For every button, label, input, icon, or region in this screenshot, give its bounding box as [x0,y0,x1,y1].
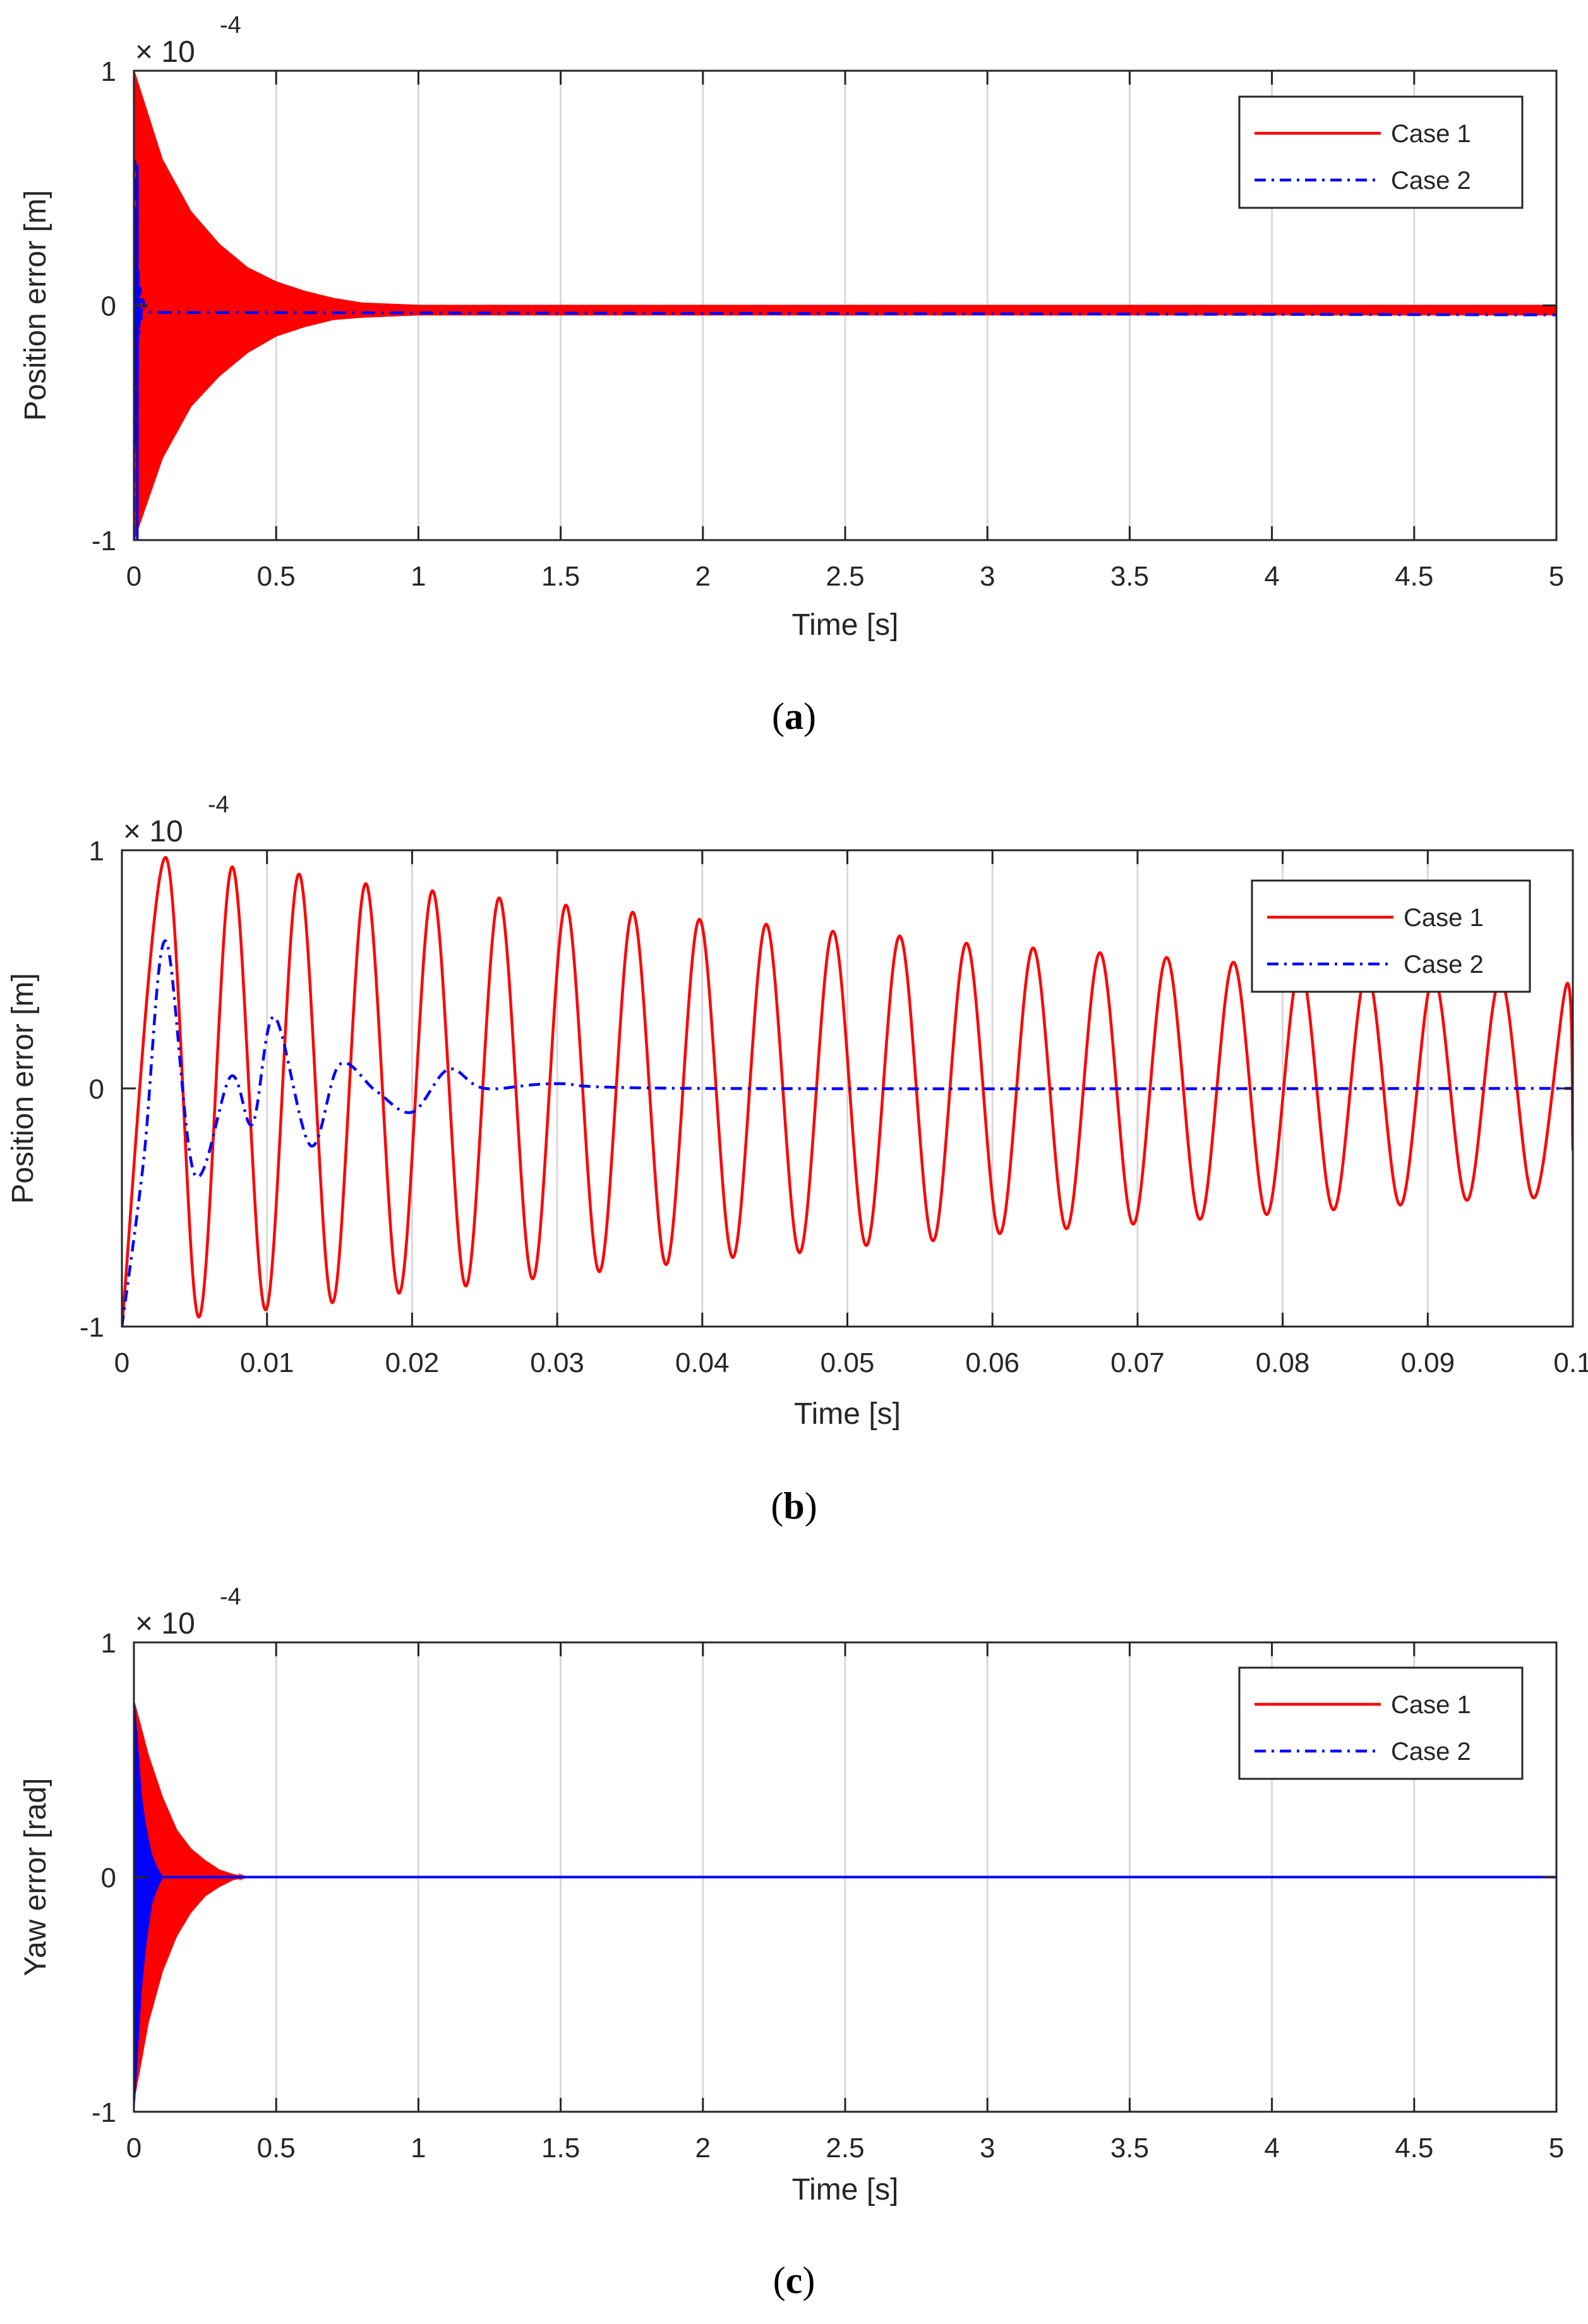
x-tick-label: 2 [695,561,711,592]
x-tick-label: 0.09 [1400,1347,1455,1378]
chart-b: 0 0.01 0.02 0.03 0.04 0.05 0.06 0.07 0.08 0.09 0.1… [6,792,1588,1431]
x-tick-label: 4 [1264,2133,1279,2164]
series-group [122,856,1573,1327]
y-exponent-label: × 10 [123,815,183,848]
x-tick-label: 2.5 [826,561,864,592]
chart-panel-a: 0 0.5 1 1.5 2 2.5 3 3.5 4 4.5 5 -1 0 1 Time [s] Positio… [0,0,1588,774]
x-tick-label: 5 [1549,2133,1564,2164]
y-tick-label: 0 [101,291,116,322]
chart-c: 0 0.5 1 1.5 2 2.5 3 3.5 4 4.5 5 -1 0 1 Time [s] Yaw err… [19,1584,1564,2207]
y-exponent-power: -4 [220,12,241,39]
legend: Case 1 Case 2 [1251,879,1531,993]
chart-panel-c: 0 0.5 1 1.5 2 2.5 3 3.5 4 4.5 5 -1 0 1 Time [s] Yaw err… [0,1565,1588,2324]
x-tick-label: 0.06 [965,1347,1020,1378]
x-tick-label: 0.5 [257,561,296,592]
x-tick-label: 1 [411,2133,426,2164]
series-case-2-line [122,939,1573,1327]
y-tick-label: 0 [101,1863,116,1894]
x-tick-label: 3.5 [1110,561,1149,592]
legend-box [1238,1666,1524,1780]
caption-c: (c) [773,2260,815,2301]
x-tick-label: 0 [114,1347,129,1378]
y-axis-label: Position error [m] [6,973,40,1203]
x-tick-label: 0.03 [530,1347,584,1378]
x-tick-label: 0.04 [675,1347,730,1378]
series-group [134,71,1556,540]
y-axis-label: Yaw error [rad] [19,1778,52,1977]
x-tick-label: 3 [980,2133,995,2164]
y-exponent-power: -4 [208,792,229,818]
x-tick-label: 3 [980,561,995,592]
x-tick-label: 3.5 [1110,2133,1149,2164]
y-tick-label: 0 [89,1074,104,1105]
x-tick-label: 4.5 [1395,2133,1433,2164]
y-exponent-label: × 10 [135,1607,195,1641]
x-tick-label: 1.5 [541,561,580,592]
series-case-2-line [134,160,1556,540]
y-tick-label: 1 [101,1628,116,1659]
legend-label-case-1: Case 1 [1391,1691,1471,1719]
x-tick-label: 0 [126,561,141,592]
x-tick-label: 0.1 [1553,1347,1588,1378]
x-tick-label: 4.5 [1395,561,1433,592]
legend: Case 1 Case 2 [1238,1666,1524,1780]
y-tick-label: -1 [92,526,116,557]
series-case-1-line [122,856,1573,1327]
legend: Case 1 Case 2 [1238,95,1524,209]
x-tick-label: 0.07 [1110,1347,1165,1378]
legend-label-case-1: Case 1 [1391,120,1471,148]
x-tick-label: 0.02 [385,1347,440,1378]
x-tick-label: 0.01 [240,1347,294,1378]
x-axis-label: Time [s] [792,608,899,642]
x-tick-label: 0.5 [257,2133,296,2164]
legend-label-case-1: Case 1 [1404,904,1484,932]
caption-b: (b) [771,1485,817,1527]
x-axis-label: Time [s] [792,2173,899,2207]
chart-a: 0 0.5 1 1.5 2 2.5 3 3.5 4 4.5 5 -1 0 1 Time [s] Positio… [19,12,1564,642]
x-tick-label: 4 [1264,561,1279,592]
legend-box [1238,95,1524,209]
x-tick-label: 0.05 [821,1347,875,1378]
x-tick-label: 0 [126,2133,141,2164]
x-tick-label: 1 [411,561,426,592]
x-tick-label: 0.08 [1256,1347,1310,1378]
x-tick-label: 1.5 [541,2133,580,2164]
chart-panel-b: 0 0.01 0.02 0.03 0.04 0.05 0.06 0.07 0.08 0.09 0.1… [0,774,1588,1565]
y-tick-label: -1 [92,2097,116,2128]
x-tick-label: 2.5 [826,2133,864,2164]
legend-label-case-2: Case 2 [1391,167,1471,195]
x-tick-label: 5 [1549,561,1564,592]
x-tick-label: 2 [695,2133,711,2164]
y-axis-label: Position error [m] [19,190,52,421]
legend-label-case-2: Case 2 [1404,951,1484,978]
y-exponent-label: × 10 [135,35,195,69]
legend-box [1251,879,1531,993]
caption-a: (a) [772,695,816,737]
y-tick-label: 1 [89,836,104,867]
x-axis-label: Time [s] [794,1397,901,1431]
y-tick-label: 1 [101,56,116,87]
y-exponent-power: -4 [220,1584,241,1610]
legend-label-case-2: Case 2 [1391,1738,1471,1766]
y-tick-label: -1 [80,1312,104,1343]
